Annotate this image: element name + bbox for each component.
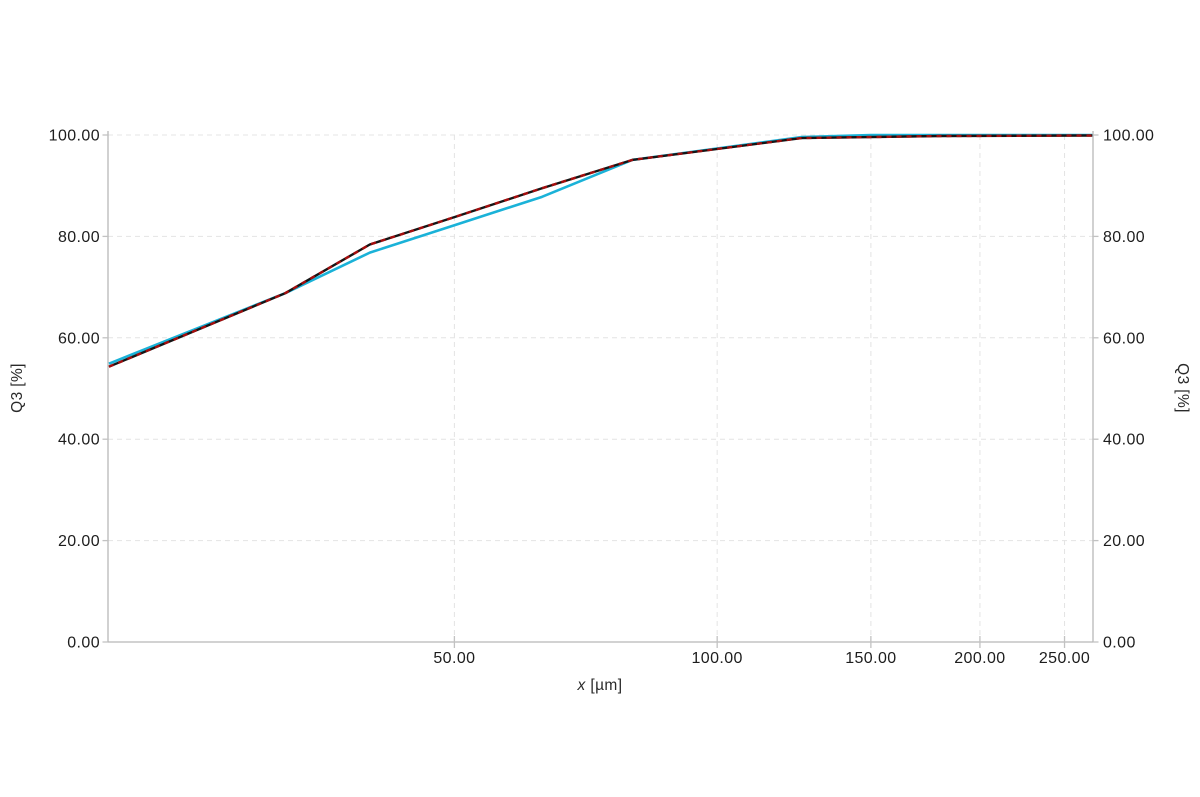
- gridlines: [108, 134, 1093, 642]
- y-tick-label-left: 60.00: [58, 330, 100, 347]
- x-axis-title-unit: [µm]: [586, 677, 623, 694]
- tick-labels: 0.00 0.00 20.00 20.00 40.00 40.00 60.00 60.00 80…: [49, 128, 1154, 668]
- y-tick-label-right: 0.00: [1103, 635, 1136, 652]
- y-tick-label-right: 20.00: [1103, 533, 1145, 550]
- y-tick-label-left: 40.00: [58, 432, 100, 449]
- x-tick-label: 250.00: [1039, 650, 1090, 667]
- x-tick-label: 100.00: [692, 650, 743, 667]
- tick-marks: [102, 134, 1099, 648]
- y-tick-label-right: 60.00: [1103, 330, 1145, 347]
- x-tick-label: 200.00: [954, 650, 1005, 667]
- x-tick-label: 150.00: [845, 650, 896, 667]
- y-tick-label-left: 20.00: [58, 533, 100, 550]
- y-axis-title-right: Q3 [%]: [1174, 363, 1191, 413]
- data-series: [108, 133, 1093, 368]
- y-tick-label-right: 100.00: [1103, 128, 1154, 145]
- cumulative-distribution-cyan-line: [108, 133, 1093, 365]
- cumulative-distribution-red-line: [108, 134, 1093, 368]
- y-tick-label-right: 40.00: [1103, 432, 1145, 449]
- x-axis-title-symbol: x: [577, 677, 587, 694]
- y-tick-label-left: 0.00: [67, 635, 100, 652]
- axes: [107, 131, 1094, 643]
- y-tick-label-left: 80.00: [58, 229, 100, 246]
- x-axis-title: x [µm]: [577, 677, 623, 694]
- x-tick-label: 50.00: [433, 650, 475, 667]
- y-axis-title-left: Q3 [%]: [9, 363, 26, 413]
- y-tick-label-left: 100.00: [49, 128, 100, 145]
- y-tick-label-right: 80.00: [1103, 229, 1145, 246]
